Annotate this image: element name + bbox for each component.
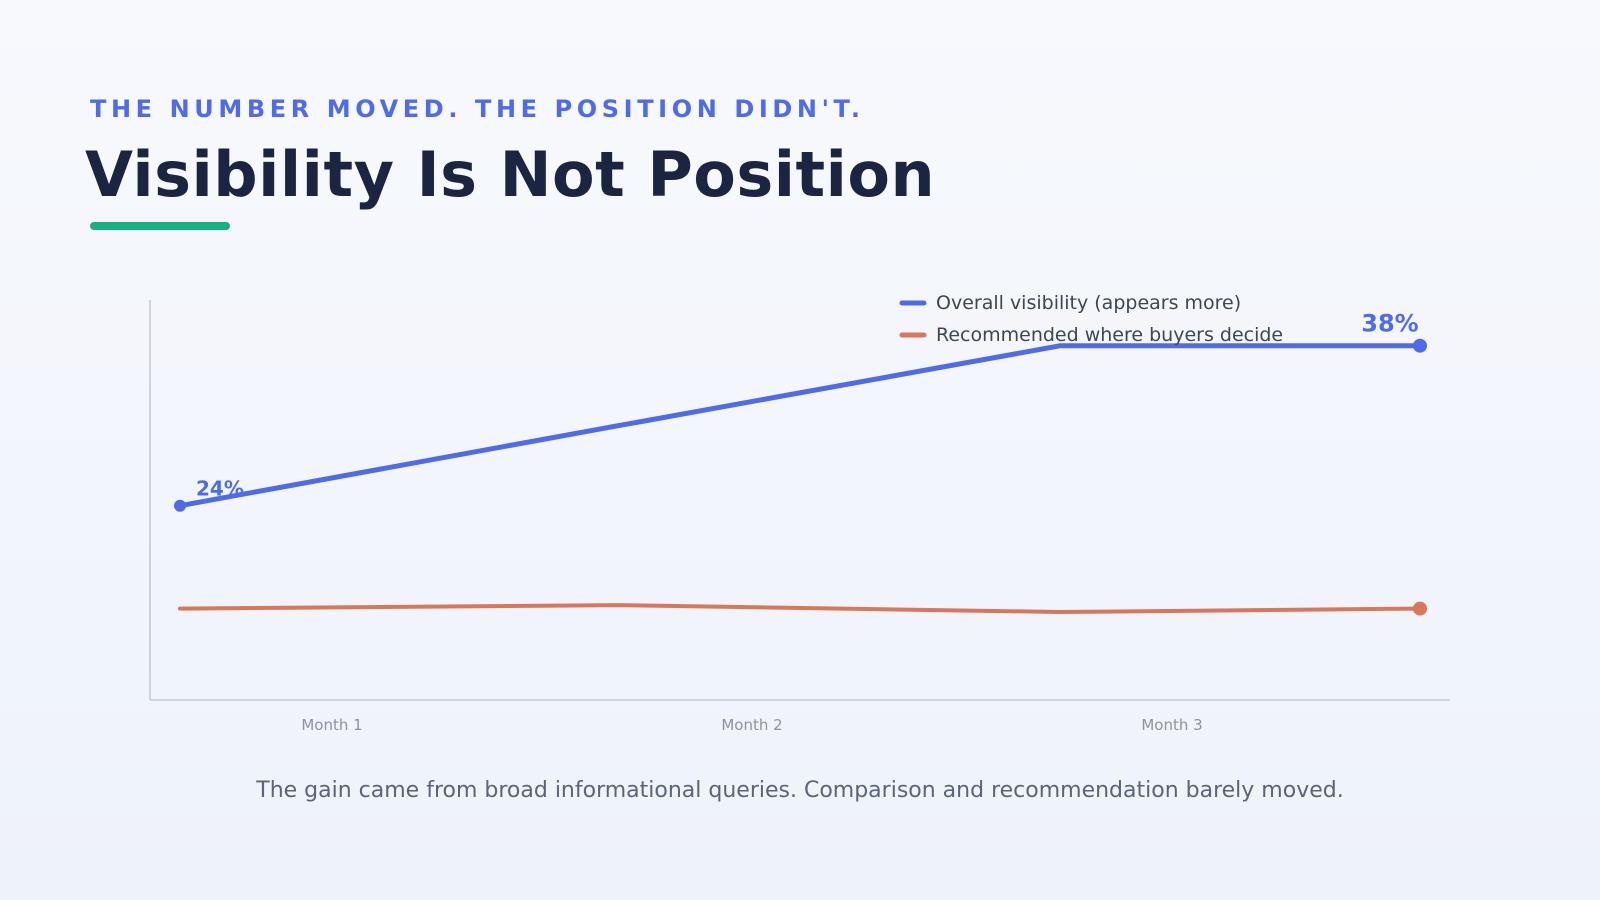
legend-label: Recommended where buyers decide [936,324,1283,346]
data-label-end: 38% [1361,310,1418,338]
title-underline [90,222,230,230]
legend-label: Overall visibility (appears more) [936,292,1241,314]
series-line [178,603,1422,614]
series-point-end [1413,338,1427,353]
series-point-start [174,499,186,512]
data-label-start: 24% [196,477,244,501]
series-point-end [1413,601,1427,616]
eyebrow-text: THE NUMBER MOVED. THE POSITION DIDN'T. [90,95,865,123]
x-tick-label: Month 3 [1141,716,1202,734]
x-tick-label: Month 2 [721,716,782,734]
x-tick-label: Month 1 [301,716,362,734]
chart-caption: The gain came from broad informational q… [256,778,1344,803]
series-line [177,343,1423,509]
page-title: Visibility Is Not Position [85,138,936,211]
